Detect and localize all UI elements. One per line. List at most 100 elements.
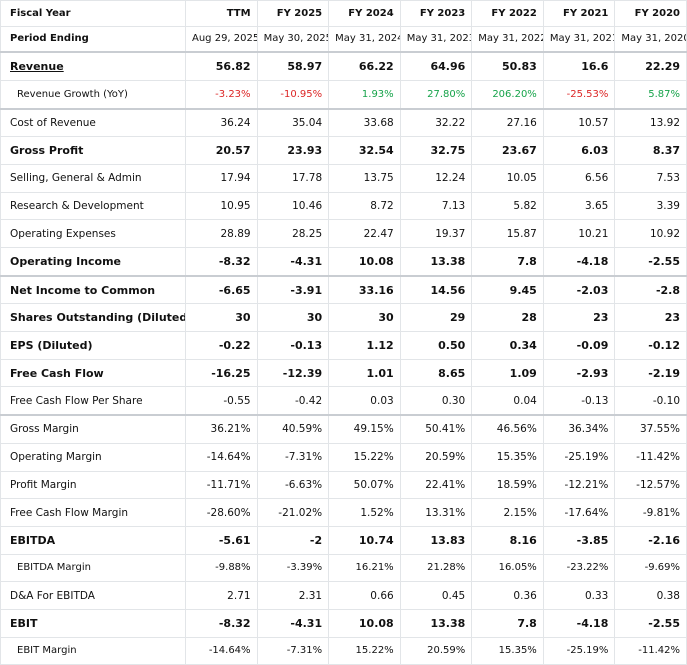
value-cell: 30 bbox=[328, 303, 401, 333]
value-cell: -0.55 bbox=[185, 386, 258, 416]
value-cell: 206.20% bbox=[471, 79, 544, 110]
row-label: Cost of Revenue bbox=[0, 107, 186, 138]
value-cell: 7.8 bbox=[471, 246, 544, 277]
row-label: Free Cash Flow Per Share bbox=[0, 386, 186, 416]
header-row: Period Ending Aug 29, 2025 May 30, 2025 May… bbox=[0, 25, 687, 53]
header-cell: May 31, 2024 bbox=[328, 25, 401, 53]
row-label: Revenue bbox=[0, 51, 186, 81]
row-label: Net Income to Common bbox=[0, 274, 186, 305]
data-row: Research & Development 10.95 10.46 8.72 7.13… bbox=[0, 191, 687, 221]
header-cell: May 31, 2021 bbox=[542, 25, 616, 53]
value-cell: 28.89 bbox=[185, 219, 258, 248]
row-label: Free Cash Flow bbox=[0, 358, 186, 388]
value-cell: 6.56 bbox=[542, 163, 616, 193]
value-cell: 56.82 bbox=[185, 51, 258, 81]
value-cell: -12.21% bbox=[542, 470, 616, 500]
value-cell: 13.92 bbox=[614, 107, 687, 138]
value-cell: -3.85 bbox=[542, 525, 616, 555]
value-cell: 64.96 bbox=[399, 51, 473, 81]
value-cell: 15.22% bbox=[328, 442, 401, 472]
value-cell: -4.31 bbox=[256, 246, 330, 277]
value-cell: 10.46 bbox=[256, 191, 330, 221]
value-cell: -25.19% bbox=[542, 636, 616, 665]
value-cell: -4.18 bbox=[542, 246, 616, 277]
value-cell: 7.53 bbox=[614, 163, 687, 193]
value-cell: 20.59% bbox=[399, 636, 473, 665]
header-label: Period Ending bbox=[0, 25, 186, 53]
value-cell: 1.09 bbox=[471, 358, 544, 388]
value-cell: -12.57% bbox=[614, 470, 687, 500]
value-cell: -8.32 bbox=[185, 608, 258, 638]
value-cell: 21.28% bbox=[399, 553, 473, 583]
value-cell: 28.25 bbox=[256, 219, 330, 248]
data-row: EPS (Diluted) -0.22 -0.13 1.12 0.50 0.34 -0.09… bbox=[0, 331, 687, 360]
value-cell: 66.22 bbox=[328, 51, 401, 81]
header-cell: FY 2023 bbox=[399, 0, 473, 27]
value-cell: 2.15% bbox=[471, 498, 544, 527]
value-cell: -0.12 bbox=[614, 331, 687, 360]
header-cell: Aug 29, 2025 bbox=[185, 25, 258, 53]
data-row: Shares Outstanding (Diluted) 30 30 30 29 28 23… bbox=[0, 303, 687, 333]
row-label: EPS (Diluted) bbox=[0, 331, 186, 360]
value-cell: 23 bbox=[542, 303, 616, 333]
value-cell: 15.22% bbox=[328, 636, 401, 665]
header-cell: May 31, 2020 bbox=[614, 25, 687, 53]
value-cell: 37.55% bbox=[614, 414, 687, 444]
row-label: D&A For EBITDA bbox=[0, 581, 186, 610]
data-row: Gross Profit 20.57 23.93 32.54 32.75 23.67 6.0… bbox=[0, 136, 687, 165]
row-label: Operating Income bbox=[0, 246, 186, 277]
value-cell: 15.35% bbox=[471, 636, 544, 665]
value-cell: -11.42% bbox=[614, 442, 687, 472]
data-row: Profit Margin -11.71% -6.63% 50.07% 22.41% 18… bbox=[0, 470, 687, 500]
value-cell: -2.16 bbox=[614, 525, 687, 555]
value-cell: 0.33 bbox=[542, 581, 616, 610]
value-cell: 50.41% bbox=[399, 414, 473, 444]
row-label: Operating Expenses bbox=[0, 219, 186, 248]
row-label: Profit Margin bbox=[0, 470, 186, 500]
value-cell: -7.31% bbox=[256, 636, 330, 665]
value-cell: 2.31 bbox=[256, 581, 330, 610]
value-cell: 27.16 bbox=[471, 107, 544, 138]
value-cell: -9.88% bbox=[185, 553, 258, 583]
value-cell: -21.02% bbox=[256, 498, 330, 527]
data-row: EBIT -8.32 -4.31 10.08 13.38 7.8 -4.18 -2.55 bbox=[0, 608, 687, 638]
value-cell: 22.29 bbox=[614, 51, 687, 81]
value-cell: 10.08 bbox=[328, 608, 401, 638]
data-row: D&A For EBITDA 2.71 2.31 0.66 0.45 0.36 0.33 0.… bbox=[0, 581, 687, 610]
value-cell: 10.05 bbox=[471, 163, 544, 193]
value-cell: 0.50 bbox=[399, 331, 473, 360]
value-cell: -7.31% bbox=[256, 442, 330, 472]
header-cell: TTM bbox=[185, 0, 258, 27]
value-cell: -28.60% bbox=[185, 498, 258, 527]
value-cell: 14.56 bbox=[399, 274, 473, 305]
value-cell: 16.6 bbox=[542, 51, 616, 81]
value-cell: 33.68 bbox=[328, 107, 401, 138]
value-cell: 0.66 bbox=[328, 581, 401, 610]
header-cell: FY 2020 bbox=[614, 0, 687, 27]
value-cell: -0.09 bbox=[542, 331, 616, 360]
row-label: EBIT bbox=[0, 608, 186, 638]
data-row: Net Income to Common -6.65 -3.91 33.16 14.56… bbox=[0, 274, 687, 305]
value-cell: -12.39 bbox=[256, 358, 330, 388]
row-label: Gross Margin bbox=[0, 414, 186, 444]
value-cell: 16.21% bbox=[328, 553, 401, 583]
value-cell: 20.59% bbox=[399, 442, 473, 472]
data-row: Revenue 56.82 58.97 66.22 64.96 50.83 16.6 22.2… bbox=[0, 51, 687, 81]
value-cell: 0.45 bbox=[399, 581, 473, 610]
row-label: Revenue Growth (YoY) bbox=[0, 79, 186, 110]
value-cell: 36.34% bbox=[542, 414, 616, 444]
value-cell: 2.71 bbox=[185, 581, 258, 610]
row-link[interactable]: Revenue bbox=[10, 60, 64, 74]
value-cell: -10.95% bbox=[256, 79, 330, 110]
value-cell: 17.94 bbox=[185, 163, 258, 193]
value-cell: -3.39% bbox=[256, 553, 330, 583]
value-cell: 1.12 bbox=[328, 331, 401, 360]
data-row: EBITDA Margin -9.88% -3.39% 16.21% 21.28% 16.… bbox=[0, 553, 687, 583]
value-cell: 10.95 bbox=[185, 191, 258, 221]
row-label: Research & Development bbox=[0, 191, 186, 221]
value-cell: 12.24 bbox=[399, 163, 473, 193]
value-cell: -0.10 bbox=[614, 386, 687, 416]
header-label: Fiscal Year bbox=[0, 0, 186, 27]
